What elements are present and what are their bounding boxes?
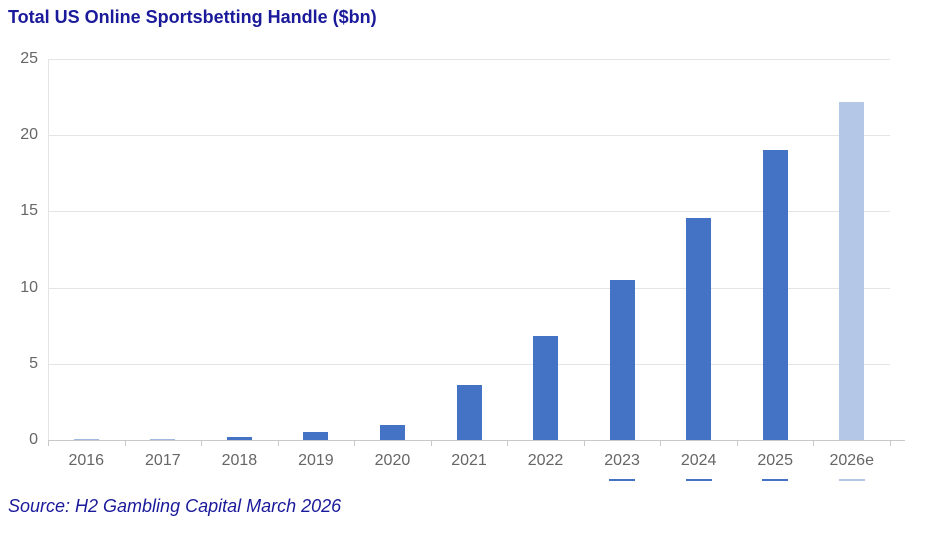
x-axis-tick [737, 441, 738, 446]
x-axis-tick [125, 441, 126, 446]
x-axis-tick [278, 441, 279, 446]
gridline-5 [48, 363, 890, 365]
x-axis-tick [201, 441, 202, 446]
gridline-25 [48, 59, 890, 60]
x-axis-label-2022: 2022 [527, 452, 564, 469]
bar-2022 [533, 336, 559, 440]
bar-2020 [379, 424, 405, 440]
x-axis-label-2026e: 2026e [829, 452, 874, 469]
bar-2016 [73, 439, 99, 440]
chart-title: Total US Online Sportsbetting Handle ($b… [8, 7, 377, 27]
bar-2017 [150, 439, 176, 440]
bar-2025 [762, 150, 788, 440]
bar-2026e [839, 101, 865, 440]
x-axis-line [48, 440, 905, 441]
bar-2019 [303, 432, 329, 440]
y-axis-label-15: 15 [20, 202, 38, 220]
category-underline-2026e [838, 479, 865, 481]
x-axis-tick [813, 441, 814, 446]
x-axis-tick [507, 441, 508, 446]
x-axis-tick [660, 441, 661, 446]
x-axis-tick [354, 441, 355, 446]
x-axis-label-2020: 2020 [374, 452, 411, 469]
y-axis-label-10: 10 [20, 278, 38, 296]
y-axis-label-25: 25 [20, 50, 38, 67]
bar-2024 [686, 217, 712, 440]
category-underline-2024 [685, 479, 712, 481]
x-axis-tick [431, 441, 432, 446]
source-note: Source: H2 Gambling Capital March 2026 [8, 496, 342, 516]
x-axis-label-2016: 2016 [68, 452, 105, 469]
x-axis-label-2025: 2025 [757, 452, 793, 469]
y-axis-label-20: 20 [20, 126, 38, 144]
gridline-20 [48, 135, 890, 137]
bar-2023 [609, 279, 635, 440]
gridline-10 [48, 287, 890, 289]
x-axis-label-2023: 2023 [604, 452, 640, 469]
x-axis-label-2024: 2024 [680, 452, 717, 469]
x-axis-label-2018: 2018 [221, 452, 258, 469]
y-axis-label-5: 5 [29, 354, 38, 372]
x-axis-label-2017: 2017 [145, 452, 181, 469]
plot-area [48, 59, 890, 440]
x-axis-label-2019: 2019 [298, 452, 334, 469]
gridline-15 [48, 211, 890, 213]
bar-2018 [226, 436, 252, 440]
x-axis-label-2021: 2021 [451, 452, 487, 469]
y-axis-line [48, 59, 49, 440]
category-underline-2025 [762, 479, 789, 481]
category-underline-2023 [609, 479, 636, 481]
x-axis-tick [48, 441, 49, 446]
x-axis-tick [890, 441, 891, 446]
x-axis-tick [584, 441, 585, 446]
bar-2021 [456, 385, 482, 440]
y-axis-label-0: 0 [29, 431, 38, 448]
